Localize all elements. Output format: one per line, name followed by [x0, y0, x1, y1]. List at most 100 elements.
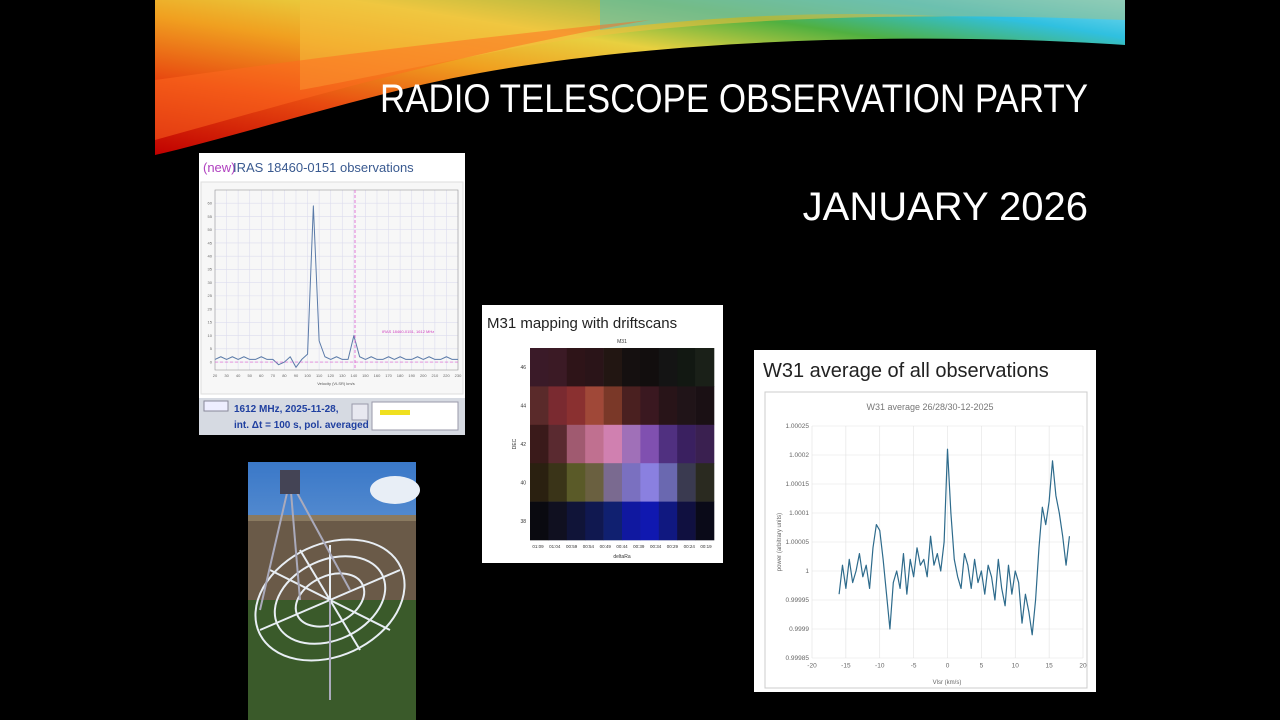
heatmap-cell: [640, 424, 660, 464]
x-tick-label: -5: [911, 663, 917, 670]
x-tick-label: 180: [397, 373, 404, 378]
dish-photo: [248, 462, 420, 720]
x-tick-label: 30: [224, 373, 229, 378]
y-tick-label: 10: [208, 333, 213, 338]
x-tick-label: 0: [946, 663, 950, 670]
heatmap-cell: [603, 348, 623, 387]
y-tick-label: 1.00015: [786, 481, 810, 488]
chart-frame: [764, 391, 1088, 689]
y-tick-label: 35: [208, 267, 213, 272]
y-tick-label: 40: [208, 254, 213, 259]
heatmap-cell: [603, 501, 623, 541]
y-tick-label: 0: [210, 359, 213, 364]
heatmap-cell: [695, 463, 715, 502]
y-tick-label: 30: [208, 280, 213, 285]
heatmap-cell: [640, 348, 660, 387]
y-tick-label: 50: [208, 227, 213, 232]
m31-panel: M31 mapping with driftscans M31 DEC delt…: [482, 305, 723, 563]
heatmap-cell: [603, 463, 623, 502]
info-line: int. Δt = 100 s, pol. averaged: [234, 420, 369, 431]
x-label: Velocity (VLSR) km/s: [317, 381, 355, 386]
heatmap-cell: [548, 386, 568, 426]
heatmap-cell: [530, 348, 549, 387]
heatmap-cell: [640, 463, 660, 502]
x-tick-label: -15: [841, 663, 851, 670]
heatmap-cell: [548, 463, 568, 502]
heatmap-cell: [566, 501, 586, 541]
x-tick-label: 150: [362, 373, 369, 378]
x-tick-label: 80: [282, 373, 287, 378]
x-tick-label: 70: [271, 373, 276, 378]
heatmap-cell: [658, 424, 678, 464]
w31-panel: W31 average of all observations W31 aver…: [754, 350, 1096, 692]
x-tick-label: 00:34: [650, 544, 662, 549]
x-tick-label: -10: [875, 663, 885, 670]
heatmap-cell: [695, 424, 715, 464]
info-line: 1612 MHz, 2025-11-28,: [234, 404, 339, 415]
heatmap-cell: [658, 501, 678, 541]
heatmap-cell: [658, 348, 678, 387]
x-label: Vlsr (km/s): [933, 680, 962, 686]
heatmap-cell: [658, 463, 678, 502]
caption: M31 mapping with driftscans: [487, 315, 677, 332]
y-tick-label: 60: [208, 201, 213, 206]
x-tick-label: 20: [1079, 663, 1087, 670]
chart-title: W31 average 26/28/30-12-2025: [866, 402, 993, 412]
data-line: [838, 448, 1071, 636]
y-tick-label: 20: [208, 306, 213, 311]
iras-panel: (new) IRAS 18460-0151 observations 1612 …: [199, 153, 465, 435]
x-tick-label: 00:49: [600, 544, 612, 549]
heatmap-cell: [640, 501, 660, 541]
chart-title: M31: [617, 339, 627, 345]
x-tick-label: -20: [807, 663, 817, 670]
heatmap-cell: [566, 386, 586, 426]
heatmap-cell: [566, 348, 586, 387]
x-tick-label: 00:19: [700, 544, 712, 549]
x-label: deltaRa: [613, 554, 630, 560]
heatmap-cell: [677, 501, 696, 541]
y-tick-label: 0.9999: [789, 626, 809, 633]
heatmap-cell: [530, 463, 549, 502]
x-tick-label: 220: [443, 373, 450, 378]
heatmap-cell: [677, 424, 696, 464]
x-tick-label: 130: [339, 373, 346, 378]
caption-tag: (new): [203, 160, 236, 175]
heatmap-cell: [677, 386, 696, 426]
heatmap-cell: [548, 501, 568, 541]
caption: IRAS 18460-0151 observations: [233, 160, 414, 175]
x-tick-label: 01:04: [549, 544, 561, 549]
slide-title: RADIO TELESCOPE OBSERVATION PARTY: [380, 77, 1088, 121]
x-tick-label: 110: [316, 373, 323, 378]
heatmap-cell: [695, 501, 715, 541]
x-tick-label: 160: [374, 373, 381, 378]
y-tick-label: 0.99985: [786, 655, 810, 662]
heatmap-cell: [603, 424, 623, 464]
x-tick-label: 140: [351, 373, 358, 378]
x-tick-label: 190: [408, 373, 415, 378]
x-tick-label: 00:59: [566, 544, 578, 549]
legend-highlight: [380, 410, 410, 415]
x-tick-label: 20: [213, 373, 218, 378]
heatmap-cell: [585, 348, 604, 387]
heatmap-cell: [548, 348, 568, 387]
heatmap-cell: [677, 348, 696, 387]
heatmap-cell: [530, 386, 549, 426]
heatmap-cell: [585, 463, 604, 502]
heatmap-cell: [622, 348, 641, 387]
legend-box: [371, 401, 459, 431]
x-tick-label: 100: [304, 373, 311, 378]
decoration: [155, 0, 1125, 155]
x-tick-label: 40: [236, 373, 241, 378]
x-tick-label: 60: [259, 373, 264, 378]
heatmap-cell: [640, 386, 660, 426]
x-tick-label: 50: [247, 373, 252, 378]
y-tick-label: 42: [520, 442, 526, 448]
y-tick-label: 1.0001: [789, 510, 809, 517]
button: [351, 403, 369, 421]
y-tick-label: 44: [520, 404, 526, 410]
heatmap-cell: [566, 463, 586, 502]
heatmap-cell: [585, 424, 604, 464]
y-tick-label: 55: [208, 214, 213, 219]
y-tick-label: 1.00025: [786, 423, 810, 430]
